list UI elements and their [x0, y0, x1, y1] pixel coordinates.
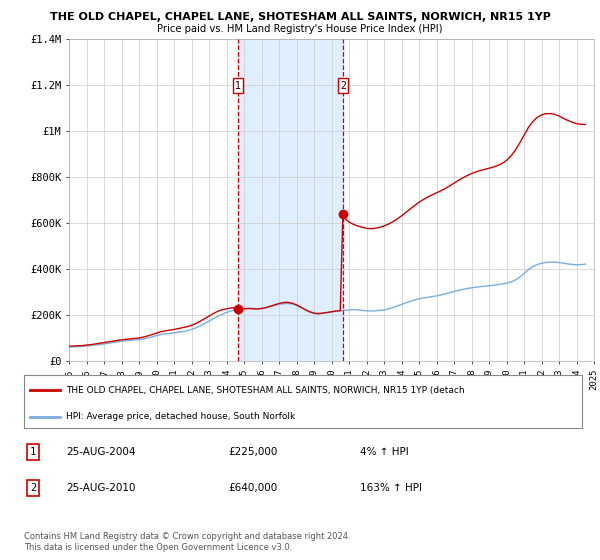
Text: THE OLD CHAPEL, CHAPEL LANE, SHOTESHAM ALL SAINTS, NORWICH, NR15 1YP: THE OLD CHAPEL, CHAPEL LANE, SHOTESHAM A… — [50, 12, 550, 22]
Text: 163% ↑ HPI: 163% ↑ HPI — [360, 483, 422, 493]
Text: 1: 1 — [235, 81, 241, 91]
Text: 2: 2 — [30, 483, 36, 493]
Text: £640,000: £640,000 — [228, 483, 277, 493]
Text: THE OLD CHAPEL, CHAPEL LANE, SHOTESHAM ALL SAINTS, NORWICH, NR15 1YP (detach: THE OLD CHAPEL, CHAPEL LANE, SHOTESHAM A… — [66, 386, 464, 395]
Text: 25-AUG-2010: 25-AUG-2010 — [66, 483, 136, 493]
Text: £225,000: £225,000 — [228, 447, 277, 457]
Text: 4% ↑ HPI: 4% ↑ HPI — [360, 447, 409, 457]
Text: 2: 2 — [340, 81, 346, 91]
Text: HPI: Average price, detached house, South Norfolk: HPI: Average price, detached house, Sout… — [66, 412, 295, 421]
Text: 1: 1 — [30, 447, 36, 457]
Text: Contains HM Land Registry data © Crown copyright and database right 2024.
This d: Contains HM Land Registry data © Crown c… — [24, 532, 350, 552]
Bar — [238, 39, 343, 361]
Text: 25-AUG-2004: 25-AUG-2004 — [66, 447, 136, 457]
Text: Price paid vs. HM Land Registry's House Price Index (HPI): Price paid vs. HM Land Registry's House … — [157, 24, 443, 34]
